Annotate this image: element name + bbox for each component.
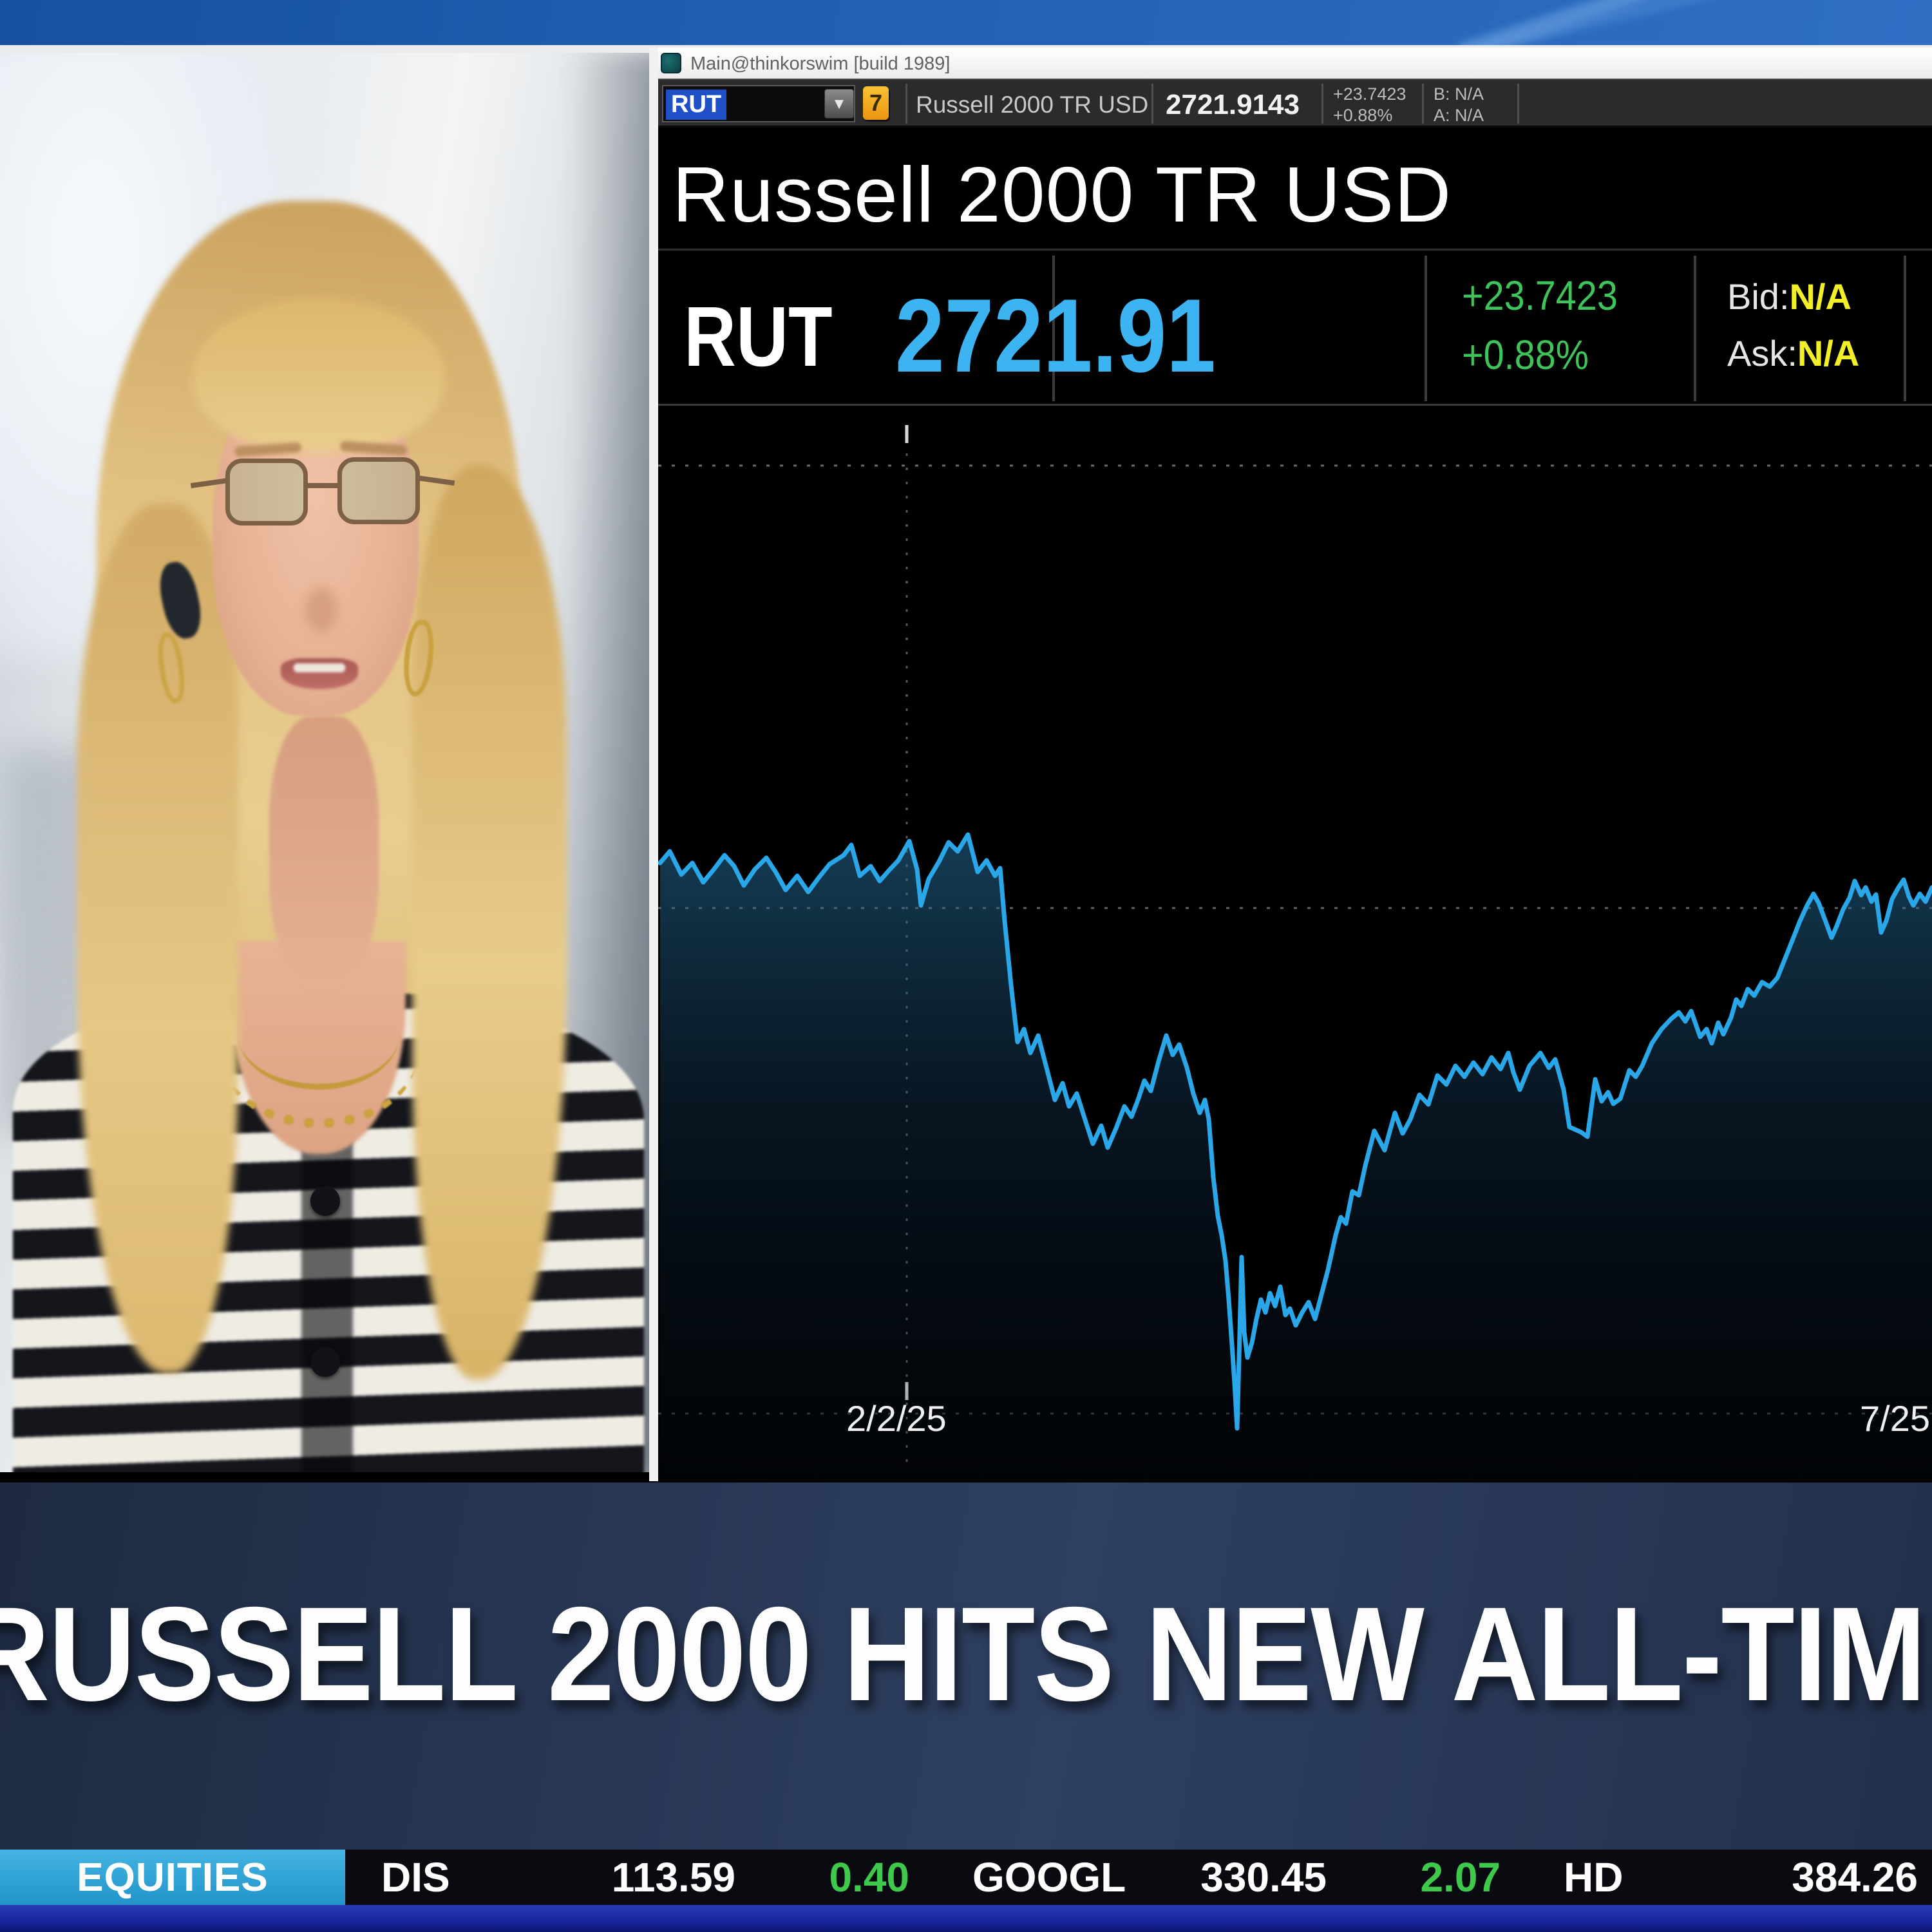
ticker-change: -0.38 xyxy=(1918,1853,1932,1901)
quote-ask-label: Ask: xyxy=(1727,333,1797,374)
thinkorswim-window: Main@thinkorswim [build 1989] RUT ▼ 7 Ru… xyxy=(649,48,1932,1481)
ticker-items: DIS 113.59 0.40 GOOGL 330.45 2.07 HD 384.26-0.3… xyxy=(345,1850,1932,1905)
presenter-hair-lock xyxy=(412,465,567,1379)
toolbar-divider xyxy=(1151,84,1153,124)
ticker-item: DIS 113.59 0.40 xyxy=(345,1850,909,1905)
toolbar-divider xyxy=(1422,84,1424,124)
quote-change: +23.7423 +0.88% xyxy=(1462,266,1618,384)
quote-last-price: 2721.91 xyxy=(895,278,1216,394)
toolbar-change-pct: +0.88% xyxy=(1333,106,1393,125)
glasses-bridge xyxy=(308,483,339,488)
chevron-down-icon[interactable]: ▼ xyxy=(824,89,854,118)
shirt-button xyxy=(310,1186,340,1216)
quote-title: Russell 2000 TR USD xyxy=(672,151,1452,238)
quote-change-pct: +0.88% xyxy=(1462,332,1589,378)
toolbar-ask-value: N/A xyxy=(1455,106,1484,125)
quote-change-abs: +23.7423 xyxy=(1462,272,1618,319)
quote-row: RUT 2721.91 +23.7423 +0.88% Bid:N/A Ask:… xyxy=(658,249,1932,406)
price-chart-plot[interactable] xyxy=(658,406,1932,1481)
bottom-blue-strip xyxy=(0,1905,1932,1932)
ticker-price: 330.45 xyxy=(1200,1854,1327,1900)
symbol-toolbar: RUT ▼ 7 Russell 2000 TR USD 2721.9143 +2… xyxy=(658,79,1932,128)
ticker-price: 384.26 xyxy=(1792,1854,1918,1900)
quote-divider xyxy=(1694,256,1696,401)
stock-ticker-bar: EQUITIES DIS 113.59 0.40 GOOGL 330.45 2.07 HD 3… xyxy=(0,1850,1932,1905)
toolbar-bid-value: N/A xyxy=(1455,84,1484,104)
ticker-symbol: DIS xyxy=(381,1854,450,1900)
shirt-button xyxy=(310,1347,340,1377)
chart-end-date-clip: 7/25 xyxy=(1860,1397,1932,1443)
toolbar-divider xyxy=(905,84,907,124)
ticker-item: HD 384.26-0.38 xyxy=(1528,1850,1932,1905)
quote-divider xyxy=(1425,256,1427,401)
presenter-video xyxy=(0,53,649,1472)
symbol-flag-badge[interactable]: 7 xyxy=(863,86,889,120)
toolbar-divider xyxy=(1517,84,1519,124)
teeth xyxy=(294,663,345,672)
quote-divider xyxy=(1904,256,1906,401)
toolbar-bid-ask: B: N/A A: N/A xyxy=(1434,84,1484,126)
quote-bid-value: N/A xyxy=(1789,276,1852,317)
quote-ask-value: N/A xyxy=(1797,333,1860,374)
ticker-price: 113.59 xyxy=(611,1854,735,1900)
symbol-description: Russell 2000 TR USD xyxy=(916,91,1149,118)
presenter-hair-lock xyxy=(77,504,238,1373)
toolbar-change: +23.7423 +0.88% xyxy=(1333,84,1406,126)
chart-start-date: 2/2/25 xyxy=(846,1398,947,1439)
ticker-item: GOOGL 330.45 2.07 xyxy=(936,1850,1501,1905)
quote-symbol: RUT xyxy=(684,289,833,384)
ticker-symbol: HD xyxy=(1564,1854,1624,1900)
ticker-category-chip: EQUITIES xyxy=(0,1850,345,1905)
ticker-change: 0.40 xyxy=(829,1854,909,1900)
nose xyxy=(305,587,337,632)
glasses-left-lens xyxy=(225,459,308,526)
presenter-bangs xyxy=(193,298,444,452)
window-left-border xyxy=(649,48,658,1481)
thinkorswim-app-icon xyxy=(661,53,681,73)
chart-end-date: 7/25 xyxy=(1860,1398,1930,1439)
broadcast-top-band xyxy=(0,0,1932,48)
glasses-right-lens xyxy=(337,457,420,524)
toolbar-bid-label: B: xyxy=(1434,84,1450,104)
quote-bid-ask: Bid:N/A Ask:N/A xyxy=(1727,269,1859,382)
gold-necklace xyxy=(238,980,399,1090)
presenter-neck xyxy=(269,716,379,987)
toolbar-last-price: 2721.9143 xyxy=(1166,89,1300,120)
chart-price-line xyxy=(658,832,1932,1431)
quote-bid-label: Bid: xyxy=(1727,276,1790,317)
window-titlebar[interactable]: Main@thinkorswim [build 1989] xyxy=(649,48,1932,79)
ticker-change: 2.07 xyxy=(1420,1854,1501,1900)
quote-divider xyxy=(1052,256,1055,401)
toolbar-divider xyxy=(1321,84,1323,124)
symbol-input-value: RUT xyxy=(666,90,727,120)
window-title: Main@thinkorswim [build 1989] xyxy=(690,53,951,74)
toolbar-change-abs: +23.7423 xyxy=(1333,84,1406,104)
toolbar-ask-label: A: xyxy=(1434,106,1450,125)
ticker-symbol: GOOGL xyxy=(972,1854,1126,1900)
symbol-input[interactable]: RUT ▼ xyxy=(662,85,855,122)
chart-area-fill xyxy=(660,835,1932,1481)
